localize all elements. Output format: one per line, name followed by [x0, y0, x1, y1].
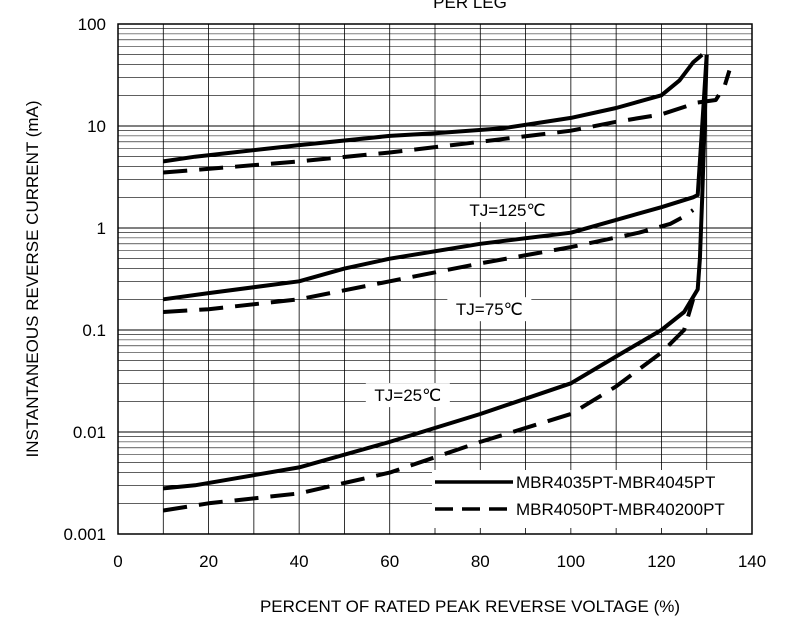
- tick-labels: 0 20 40 60 80 100 120 140 0.001 0.01 0.1 1 10 100: [63, 15, 766, 571]
- x-tick-label: 140: [738, 552, 766, 571]
- annotations: TJ=125℃ TJ=75℃ TJ=25℃: [365, 198, 555, 408]
- y-tick-label: 10: [87, 117, 106, 136]
- annotation-box: [365, 383, 450, 408]
- y-tick-label: 0.001: [63, 525, 106, 544]
- legend-label: MBR4035PT-MBR4045PT: [516, 473, 715, 492]
- series-line-dashed-25: [162, 298, 696, 513]
- x-tick-label: 40: [290, 552, 309, 571]
- y-tick-label: 0.1: [82, 321, 106, 340]
- y-axis-title: INSTANTANEOUS REVERSE CURRENT (mA): [23, 100, 42, 457]
- legend: MBR4035PT-MBR4045PT MBR4050PT-MBR40200PT: [432, 470, 754, 528]
- series-line-solid-125: [163, 53, 704, 164]
- series-line-dashed-125: [163, 69, 732, 175]
- y-tick-label: 1: [97, 219, 106, 238]
- legend-label: MBR4050PT-MBR40200PT: [516, 500, 725, 519]
- series-layer: [162, 53, 732, 513]
- annotation-box: [447, 297, 532, 322]
- grid-lines: [118, 24, 752, 534]
- annotation-label: TJ=75℃: [456, 300, 523, 319]
- series-line-solid-25: [163, 54, 709, 491]
- plot-frame: [117, 23, 753, 535]
- series-line-dashed-75: [163, 208, 695, 314]
- annotation-box: [460, 198, 555, 223]
- x-tick-label: 80: [471, 552, 490, 571]
- annotation-label: TJ=125℃: [469, 201, 545, 220]
- x-tick-label: 100: [557, 552, 585, 571]
- x-tick-label: 60: [380, 552, 399, 571]
- x-axis-title: PERCENT OF RATED PEAK REVERSE VOLTAGE (%…: [260, 597, 680, 616]
- series-line-solid-75: [163, 54, 709, 302]
- x-tick-label: 0: [113, 552, 122, 571]
- legend-background: [432, 470, 754, 528]
- x-tick-label: 20: [199, 552, 218, 571]
- y-tick-label: 100: [78, 15, 106, 34]
- annotation-label: TJ=25℃: [374, 386, 441, 405]
- y-tick-label: 0.01: [73, 423, 106, 442]
- chart-title: PER LEG: [433, 0, 507, 12]
- x-tick-label: 120: [647, 552, 675, 571]
